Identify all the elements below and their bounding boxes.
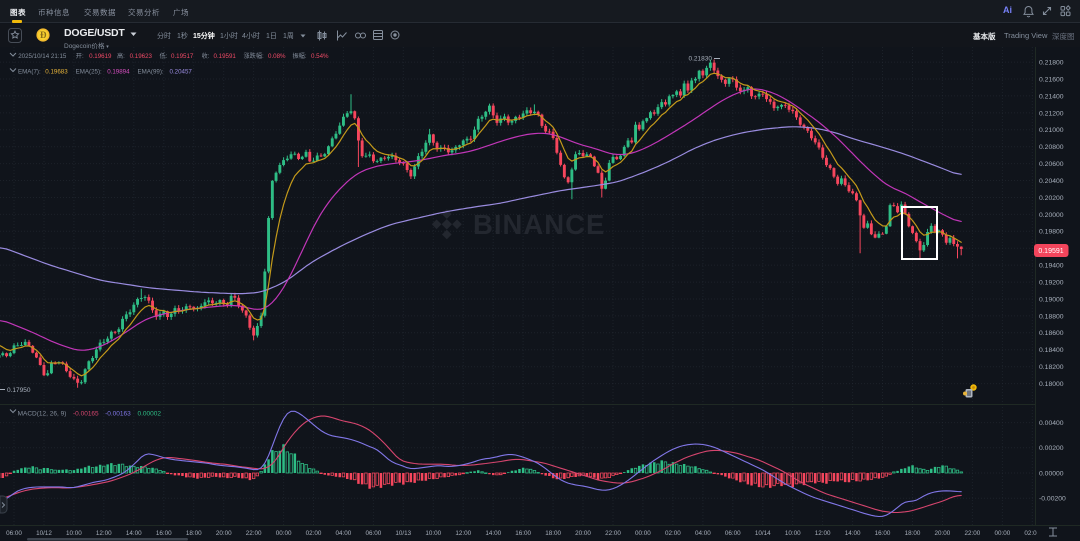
svg-text:0.20200: 0.20200 bbox=[1039, 195, 1064, 202]
svg-text:0.17950: 0.17950 bbox=[7, 387, 31, 394]
svg-text:2025/10/14 21:15: 2025/10/14 21:15 bbox=[18, 53, 67, 60]
svg-text:18:00: 18:00 bbox=[905, 530, 921, 537]
svg-text:0.00400: 0.00400 bbox=[1039, 420, 1064, 427]
svg-text:20:00: 20:00 bbox=[935, 530, 951, 537]
svg-text:22:00: 22:00 bbox=[605, 530, 621, 537]
svg-text:0.19619: 0.19619 bbox=[89, 53, 112, 60]
svg-text:20:00: 20:00 bbox=[216, 530, 232, 537]
svg-text:开:: 开: bbox=[76, 53, 84, 60]
svg-text:0.19894: 0.19894 bbox=[107, 69, 130, 76]
svg-text:0.19000: 0.19000 bbox=[1039, 296, 1064, 303]
svg-text:14:00: 14:00 bbox=[845, 530, 861, 537]
svg-text:0.54%: 0.54% bbox=[311, 53, 329, 60]
svg-text:0.19200: 0.19200 bbox=[1039, 280, 1064, 287]
svg-text:0.20000: 0.20000 bbox=[1039, 212, 1064, 219]
svg-text:16:00: 16:00 bbox=[875, 530, 891, 537]
svg-text:0.19800: 0.19800 bbox=[1039, 229, 1064, 236]
svg-text:10:00: 10:00 bbox=[785, 530, 801, 537]
svg-text:14:00: 14:00 bbox=[485, 530, 501, 537]
svg-text:0.18600: 0.18600 bbox=[1039, 330, 1064, 337]
svg-text:0.21800: 0.21800 bbox=[1039, 60, 1064, 67]
svg-text:-0.00163: -0.00163 bbox=[105, 411, 131, 418]
svg-text:0.21830: 0.21830 bbox=[689, 56, 713, 63]
svg-text:收:: 收: bbox=[202, 52, 210, 60]
svg-text:0.19591: 0.19591 bbox=[1038, 248, 1063, 255]
svg-text:EMA(7):: EMA(7): bbox=[18, 69, 41, 76]
svg-text:10/12: 10/12 bbox=[36, 530, 52, 537]
svg-text:10:00: 10:00 bbox=[425, 530, 441, 537]
svg-text:00:00: 00:00 bbox=[276, 530, 292, 537]
svg-text:0.18200: 0.18200 bbox=[1039, 364, 1064, 371]
svg-text:0.19591: 0.19591 bbox=[214, 53, 237, 60]
svg-text:Ð: Ð bbox=[40, 30, 47, 40]
svg-text:20:00: 20:00 bbox=[575, 530, 591, 537]
svg-text:0.08%: 0.08% bbox=[268, 53, 286, 60]
svg-text:0.19683: 0.19683 bbox=[45, 69, 68, 76]
svg-text:22:00: 22:00 bbox=[246, 530, 262, 537]
svg-text:02:00: 02:00 bbox=[306, 530, 322, 537]
svg-text:0.18400: 0.18400 bbox=[1039, 347, 1064, 354]
svg-text:0.21000: 0.21000 bbox=[1039, 127, 1064, 134]
svg-text:14:00: 14:00 bbox=[126, 530, 142, 537]
svg-text:0.20800: 0.20800 bbox=[1039, 144, 1064, 151]
svg-text:0.00002: 0.00002 bbox=[138, 411, 162, 418]
svg-text:06:00: 06:00 bbox=[366, 530, 382, 537]
svg-text:00:00: 00:00 bbox=[635, 530, 651, 537]
svg-text:02:00: 02:00 bbox=[665, 530, 681, 537]
svg-text:10:00: 10:00 bbox=[66, 530, 82, 537]
svg-text:0.19623: 0.19623 bbox=[130, 53, 153, 60]
svg-text:低:: 低: bbox=[160, 52, 168, 60]
svg-text:00:00: 00:00 bbox=[995, 530, 1011, 537]
svg-text:10/14: 10/14 bbox=[755, 530, 771, 537]
svg-text:0.00200: 0.00200 bbox=[1039, 445, 1064, 452]
svg-text:04:00: 04:00 bbox=[336, 530, 352, 537]
svg-text:02:0: 02:0 bbox=[1024, 530, 1037, 537]
svg-text:-0.00200: -0.00200 bbox=[1039, 496, 1066, 503]
svg-text:04:00: 04:00 bbox=[695, 530, 711, 537]
svg-text:振幅:: 振幅: bbox=[293, 52, 307, 60]
svg-text:0.20457: 0.20457 bbox=[170, 69, 193, 76]
svg-text:0.19400: 0.19400 bbox=[1039, 263, 1064, 270]
svg-text:12:00: 12:00 bbox=[815, 530, 831, 537]
svg-text:0.21400: 0.21400 bbox=[1039, 93, 1064, 100]
svg-text:BINANCE: BINANCE bbox=[473, 209, 605, 240]
svg-text:16:00: 16:00 bbox=[156, 530, 172, 537]
svg-text:EMA(99):: EMA(99): bbox=[138, 69, 164, 76]
svg-text:12:00: 12:00 bbox=[455, 530, 471, 537]
svg-text:0.18000: 0.18000 bbox=[1039, 381, 1064, 388]
svg-text:0.00000: 0.00000 bbox=[1039, 470, 1064, 477]
svg-text:-0.00165: -0.00165 bbox=[73, 411, 99, 418]
svg-text:06:00: 06:00 bbox=[725, 530, 741, 537]
svg-text:12:00: 12:00 bbox=[96, 530, 112, 537]
svg-text:0.20400: 0.20400 bbox=[1039, 178, 1064, 185]
svg-text:0.19517: 0.19517 bbox=[171, 53, 194, 60]
svg-text:16:00: 16:00 bbox=[515, 530, 531, 537]
svg-text:EMA(25):: EMA(25): bbox=[76, 69, 102, 76]
svg-text:10/13: 10/13 bbox=[395, 530, 411, 537]
svg-text:0.21200: 0.21200 bbox=[1039, 110, 1064, 117]
svg-text:0.18800: 0.18800 bbox=[1039, 313, 1064, 320]
svg-text:22:00: 22:00 bbox=[965, 530, 981, 537]
svg-text:涨跌幅:: 涨跌幅: bbox=[244, 52, 265, 60]
svg-text:18:00: 18:00 bbox=[186, 530, 202, 537]
svg-text:MACD(12, 26, 9): MACD(12, 26, 9) bbox=[18, 411, 67, 418]
svg-text:0.21600: 0.21600 bbox=[1039, 76, 1064, 83]
svg-text:06:00: 06:00 bbox=[6, 530, 22, 537]
svg-text:0.20600: 0.20600 bbox=[1039, 161, 1064, 168]
svg-text:18:00: 18:00 bbox=[545, 530, 561, 537]
svg-text:高:: 高: bbox=[117, 52, 125, 60]
